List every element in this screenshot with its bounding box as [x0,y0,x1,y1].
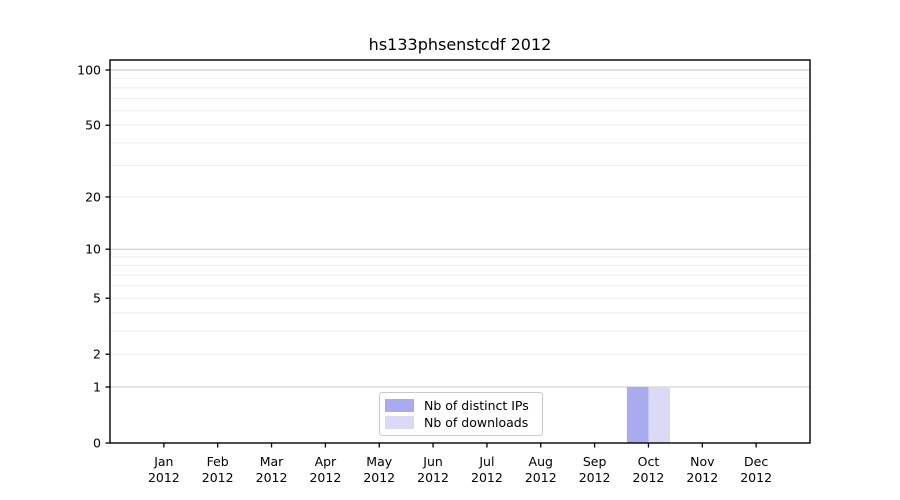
x-tick-label-month: Oct [638,454,660,469]
y-tick-label: 100 [77,63,101,78]
chart-title: hs133phsenstcdf 2012 [368,35,552,54]
legend-swatch-distinct-ips [385,399,414,412]
y-tick-label: 0 [93,436,101,451]
legend-label-downloads: Nb of downloads [424,415,529,430]
x-axis: Jan2012Feb2012Mar2012Apr2012May2012Jun20… [148,443,772,485]
bar-nb-of-downloads-oct [648,386,670,443]
x-tick-label-month: Dec [744,454,768,469]
x-tick-label-year: 2012 [740,470,772,485]
bars-group [626,386,670,443]
legend-swatch-downloads [385,416,414,429]
x-tick-label-year: 2012 [417,470,449,485]
x-tick-label-month: Apr [315,454,337,469]
x-tick-label-month: Nov [690,454,715,469]
y-tick-label: 20 [85,189,101,204]
x-tick-label-month: Sep [583,454,607,469]
x-tick-label-year: 2012 [309,470,341,485]
legend-item-downloads: Nb of downloads [385,414,534,431]
x-tick-label-year: 2012 [525,470,557,485]
gridlines-minor [110,77,810,355]
x-tick-label-month: Jun [422,454,443,469]
x-tick-label-year: 2012 [633,470,665,485]
y-tick-label: 10 [85,242,101,257]
y-axis: 0 1 2 5 10 20 50 100 [77,63,110,451]
legend-item-distinct-ips: Nb of distinct IPs [385,397,534,414]
x-tick-label-month: Mar [260,454,284,469]
y-tick-label: 1 [93,379,101,394]
x-tick-label-year: 2012 [579,470,611,485]
x-tick-label-month: May [366,454,392,469]
plot-border [109,59,811,444]
x-tick-label-month: Jan [153,454,173,469]
x-tick-label-year: 2012 [202,470,234,485]
bar-nb-of-distinct-ips-oct [626,386,649,443]
x-tick-label-month: Aug [529,454,553,469]
x-tick-label-year: 2012 [363,470,395,485]
x-tick-label-year: 2012 [256,470,288,485]
x-tick-label-year: 2012 [686,470,718,485]
y-tick-label: 50 [85,118,101,133]
x-tick-label-month: Feb [207,454,229,469]
x-tick-label-year: 2012 [148,470,180,485]
x-tick-label-month: Jul [478,454,494,469]
legend: Nb of distinct IPs Nb of downloads [379,392,543,436]
legend-label-distinct-ips: Nb of distinct IPs [424,398,529,413]
x-tick-label-year: 2012 [471,470,503,485]
y-tick-label: 5 [93,291,101,306]
gridlines-major [110,69,810,388]
y-tick-label: 2 [93,347,101,362]
